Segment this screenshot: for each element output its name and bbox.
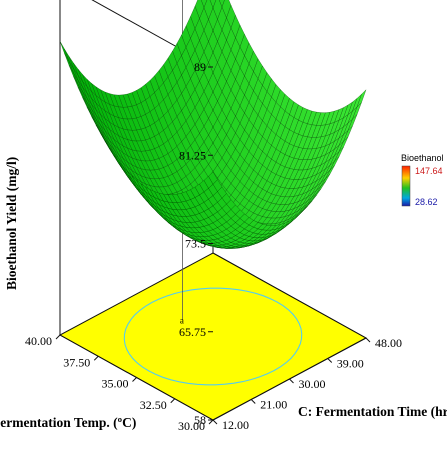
y-tick [171, 399, 175, 403]
x-tick [290, 379, 294, 383]
floor-plane [60, 253, 366, 420]
x-tick-label: 30.00 [299, 377, 326, 391]
legend-title: Bioethanol [401, 153, 444, 163]
z-tick-label: 81.25 [179, 148, 206, 162]
legend: Bioethanol 147.64 28.62 [401, 153, 444, 207]
x-tick [213, 420, 217, 424]
y-tick [94, 356, 98, 360]
y-tick-label: 32.50 [140, 398, 167, 412]
x-tick-label: 21.00 [260, 398, 287, 412]
y-tick-label: 37.50 [63, 355, 90, 369]
legend-max-label: 147.64 [415, 166, 443, 176]
legend-min-label: 28.62 [415, 197, 438, 207]
z-tick-label: 89 [194, 60, 206, 74]
z-tick-label: 65.75 [179, 325, 206, 339]
x-tick [328, 359, 332, 363]
floor-polygon [60, 253, 366, 420]
x-axis-title: C: Fermentation Time (hrs) [298, 404, 447, 419]
surface-facet [60, 41, 69, 61]
y-tick [209, 420, 213, 424]
y-tick-label: 30.00 [178, 419, 205, 433]
y-tick-label: 40.00 [25, 334, 52, 348]
x-tick-label: 39.00 [337, 357, 364, 371]
response-surface [60, 0, 366, 249]
y-axis-title: Fermentation Temp. (ºC) [0, 415, 136, 430]
surface-facet [65, 49, 74, 69]
x-tick [251, 400, 255, 404]
legend-color-bar [402, 166, 410, 206]
z-axis-title: Bioethanol Yield (mg/l) [4, 157, 19, 290]
z-tick-label: 73.5 [185, 237, 206, 251]
x-tick-label: 48.00 [375, 336, 402, 350]
y-tick [133, 378, 137, 382]
y-tick-label: 35.00 [102, 377, 129, 391]
x-tick-label: 12.00 [222, 418, 249, 432]
x-tick [366, 338, 370, 342]
y-tick [56, 335, 60, 339]
